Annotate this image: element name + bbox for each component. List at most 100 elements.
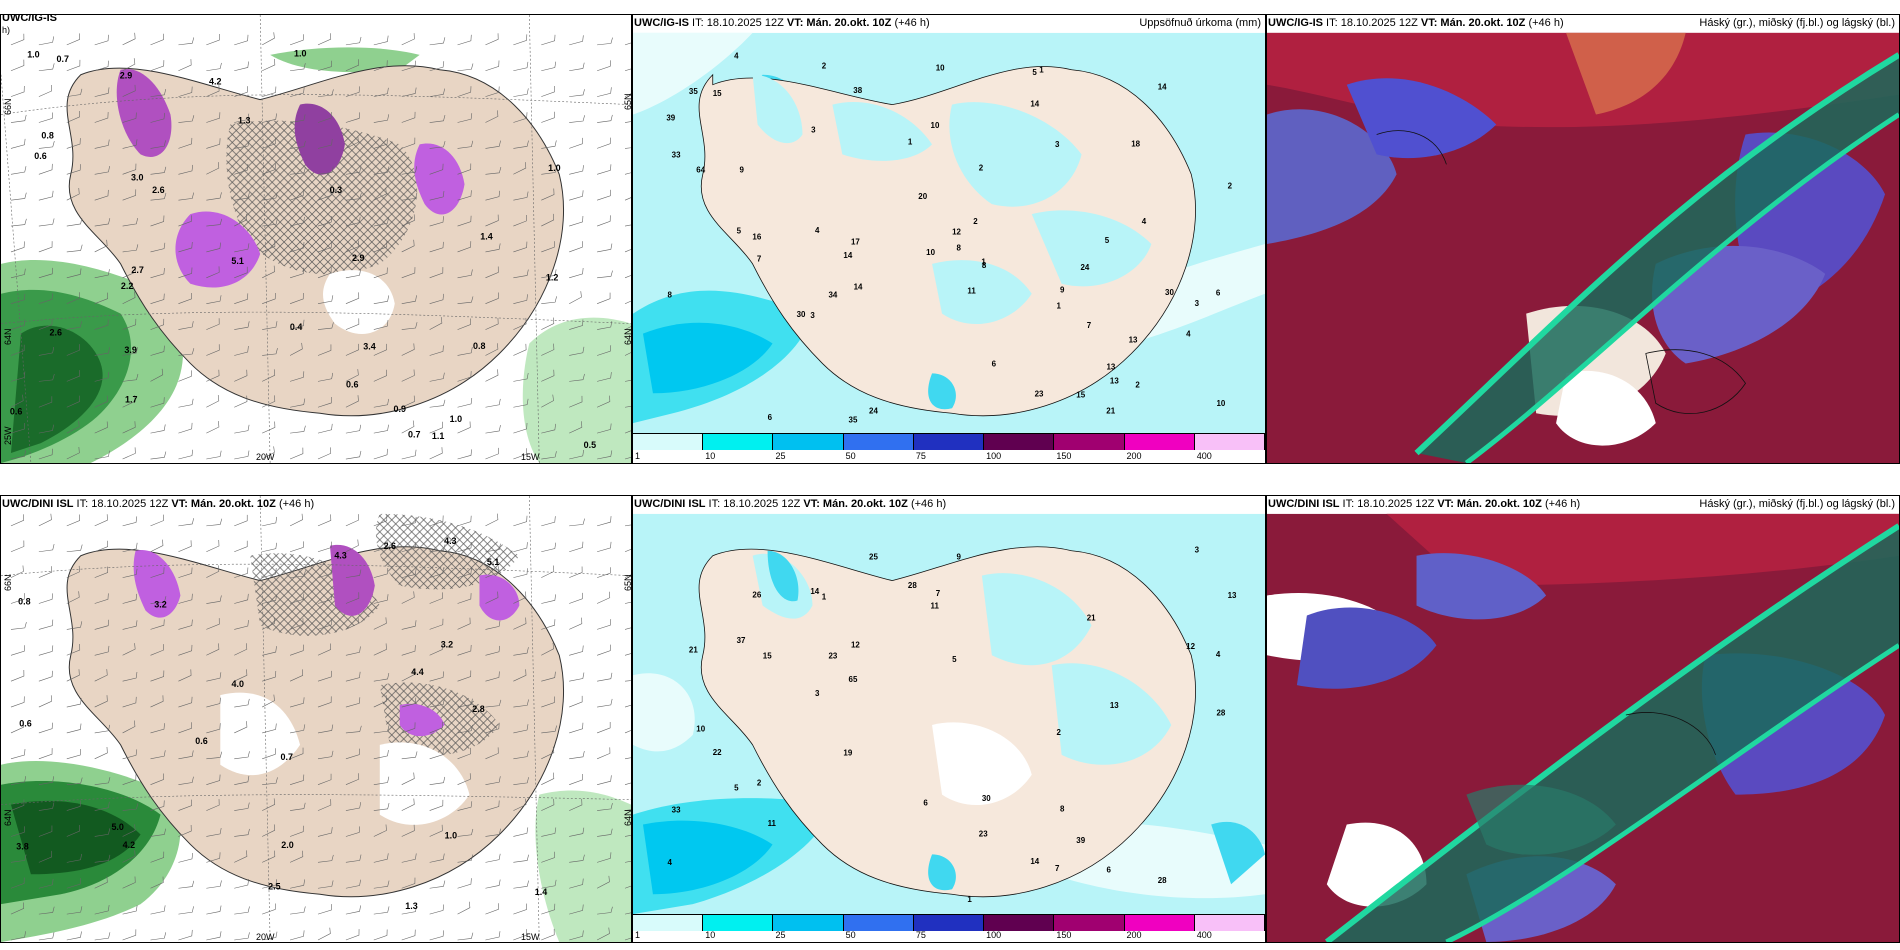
wind-barb (234, 293, 249, 304)
wind-barb (94, 593, 109, 604)
wind-barb (150, 695, 164, 708)
wind-barb (541, 34, 556, 46)
wind-barb (429, 241, 444, 253)
panel-header: UWC/IG-IS IT: 18.10.2025 12Z VT: Mán. 20… (1268, 17, 1895, 33)
wind-barb (10, 645, 26, 656)
wind-barb (38, 802, 55, 811)
wind-barb (597, 37, 613, 46)
wind-barb (485, 447, 499, 460)
value-label: 4.2 (209, 77, 221, 87)
wind-barb (38, 396, 53, 408)
wind-barb (262, 192, 278, 201)
wind-barb (10, 799, 25, 811)
value-label: 12 (1186, 642, 1195, 651)
wind-barb (401, 620, 417, 630)
wind-barb (457, 140, 474, 149)
colorbar-tick-label: 100 (986, 451, 1002, 461)
value-label: 5 (734, 784, 739, 793)
colorbar-segment (984, 915, 1055, 931)
value-label: 21 (1106, 407, 1115, 416)
wind-barb (345, 192, 362, 201)
wind-barb (597, 345, 612, 356)
panel-header: UWC/DINI ISL IT: 18.10.2025 12Z VT: Mán.… (1268, 498, 1895, 514)
wind-barb (345, 802, 362, 811)
wind-barb (429, 698, 445, 708)
value-label: 1.7 (125, 395, 137, 405)
wind-barb (597, 852, 612, 863)
colorbar-tick-label: 200 (1126, 930, 1142, 940)
wind-barb (38, 347, 55, 356)
colorbar-segment (984, 434, 1055, 450)
wind-barb (345, 136, 359, 149)
wind-barb (234, 450, 250, 460)
wind-barb (94, 619, 110, 630)
wind-barb (234, 540, 248, 553)
value-label: 2 (973, 217, 978, 226)
precip-colorbar (633, 914, 1265, 931)
colorbar-tick-label: 75 (915, 451, 926, 461)
value-label: 7 (1055, 864, 1060, 873)
wind-barb (373, 35, 389, 46)
wind-barb (94, 905, 110, 915)
wind-barb (401, 905, 417, 915)
wind-barb (401, 395, 415, 408)
wind-barb (624, 249, 631, 253)
wind-barb (541, 851, 555, 863)
value-label: 1.0 (27, 49, 39, 59)
init-time: IT: 18.10.2025 12Z (73, 498, 172, 510)
wind-barb (289, 267, 305, 279)
wind-barb (262, 32, 275, 46)
wind-barb (541, 671, 556, 682)
lead-hours: (+46 h) (1541, 498, 1581, 510)
wind-barb (206, 852, 221, 863)
lat-label-64n-right: 64N (623, 809, 632, 826)
value-label: 3.2 (154, 599, 166, 609)
wind-barb (10, 138, 26, 149)
wind-barb (485, 214, 499, 227)
wind-barb (569, 672, 585, 682)
wind-barb (345, 216, 361, 227)
wind-barb (624, 601, 631, 604)
value-label: 2.9 (120, 71, 132, 81)
wind-barb (94, 421, 108, 434)
value-label: 8 (1060, 804, 1065, 813)
wind-barb (485, 671, 500, 682)
wind-barb (66, 59, 81, 72)
value-label: 0.6 (34, 151, 46, 161)
wind-barb (206, 192, 222, 201)
wind-barb (66, 33, 80, 46)
wind-barb (178, 321, 194, 330)
map-panel-bottom-left: 2.0 4.0 5.0 3.2 5.1 4.3 3.2 3.8 2.8 2.6 4.2 4.4 0.8 0… (0, 495, 632, 943)
value-label: 5 (1105, 236, 1110, 245)
value-label: 6 (923, 798, 928, 807)
lat-label-66n: 66N (3, 574, 13, 591)
header-overflow: h) (2, 25, 11, 35)
wind-barb (289, 669, 304, 682)
wind-barb (401, 772, 415, 785)
wind-barb (429, 190, 445, 201)
wind-barb (485, 190, 501, 201)
wind-barb (345, 592, 360, 604)
wind-barb (457, 747, 471, 760)
wind-barb (178, 593, 193, 604)
wind-barb (66, 644, 81, 656)
wind-barb (178, 86, 193, 97)
wind-barb (624, 68, 631, 72)
wind-barb (94, 854, 111, 863)
wind-barb (457, 698, 473, 708)
wind-barb (262, 748, 276, 760)
wind-barb (373, 802, 390, 811)
wind-barb (66, 853, 82, 863)
value-label: 0.4 (290, 322, 302, 332)
lead-hours: (+46 h) (907, 498, 947, 510)
colorbar-tick-label: 50 (845, 451, 856, 461)
value-label: 4 (1142, 217, 1147, 226)
wind-barb (596, 927, 610, 941)
wind-barb (66, 110, 80, 123)
wind-barb (597, 87, 612, 97)
wind-barb (206, 242, 221, 253)
wind-barb (373, 114, 390, 123)
wind-barb (569, 115, 585, 123)
value-label: 23 (828, 651, 837, 660)
wind-barb (206, 394, 220, 408)
